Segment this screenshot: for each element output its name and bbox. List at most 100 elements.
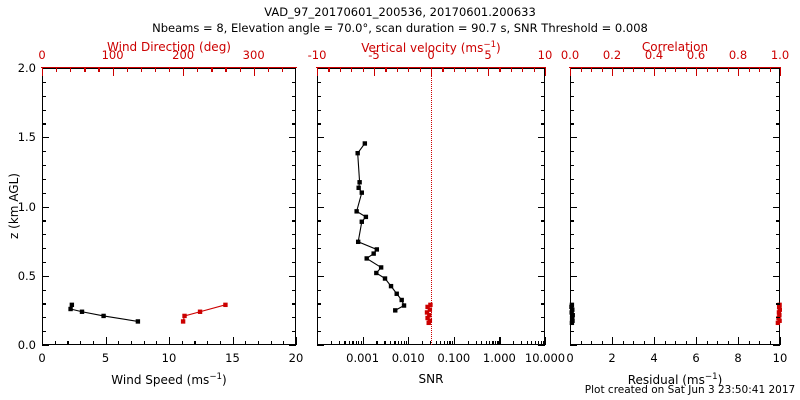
y-minor-tick — [42, 234, 46, 236]
data-point — [182, 313, 187, 319]
x-top-minor-tick — [211, 68, 213, 72]
y-minor-tick — [570, 95, 574, 97]
y-major-tick — [42, 206, 49, 208]
x-top-minor-tick — [453, 68, 455, 72]
y-minor-tick — [42, 220, 46, 222]
panel-snr — [315, 66, 547, 347]
x-minor-tick — [348, 341, 351, 345]
y-minor-tick — [776, 248, 780, 250]
x-major-tick — [296, 337, 298, 345]
y-major-tick — [289, 275, 296, 277]
x-minor-tick — [429, 341, 432, 345]
y-major-tick — [538, 275, 545, 277]
y-minor-tick — [292, 81, 296, 84]
x-top-minor-tick — [126, 68, 128, 72]
data-point — [357, 180, 362, 185]
x-minor-tick — [446, 341, 448, 345]
x-minor-tick — [406, 341, 408, 345]
y-minor-tick — [42, 123, 46, 125]
data-point — [101, 313, 106, 319]
x-major-tick — [612, 337, 614, 345]
series-snr — [354, 141, 407, 313]
x-top-minor-tick — [408, 68, 410, 72]
y-minor-tick — [42, 317, 46, 319]
x-top-minor-tick — [154, 68, 157, 72]
series-vertical-velocity — [424, 302, 433, 326]
x-top-minor-tick — [580, 68, 582, 72]
data-point — [371, 251, 376, 256]
data-point — [570, 307, 575, 312]
x-top-minor-tick — [591, 68, 593, 72]
y-minor-tick — [776, 303, 780, 305]
x-minor-tick — [360, 341, 362, 345]
x-top-tick-label: 0.6 — [686, 48, 706, 62]
x-minor-tick — [219, 341, 221, 345]
y-minor-tick — [317, 192, 321, 194]
y-minor-tick — [776, 331, 780, 333]
x-top-minor-tick — [675, 68, 677, 72]
x-top-minor-tick — [717, 68, 719, 72]
x-top-minor-tick — [328, 68, 330, 72]
y-minor-tick — [541, 178, 545, 180]
x-major-tick — [545, 337, 547, 345]
y-minor-tick — [42, 261, 46, 264]
x-minor-tick — [384, 341, 386, 345]
series-residual — [569, 302, 575, 326]
x-axis-tick-label: 20 — [288, 351, 304, 365]
y-minor-tick — [570, 164, 574, 167]
data-point — [777, 313, 782, 318]
panel-wind-xlabel: Wind Speed (ms−1) — [111, 372, 227, 387]
data-point — [364, 256, 369, 261]
y-major-tick — [773, 68, 780, 70]
y-minor-tick — [42, 95, 46, 97]
x-axis-tick-label: 15 — [225, 351, 240, 365]
data-point — [388, 283, 394, 289]
x-minor-tick — [513, 341, 515, 345]
x-minor-tick — [542, 341, 545, 345]
x-minor-tick — [580, 341, 582, 345]
y-minor-tick — [317, 95, 321, 97]
x-top-major-tick — [253, 68, 255, 76]
y-minor-tick — [317, 151, 321, 153]
y-minor-tick — [776, 234, 780, 236]
x-major-tick — [105, 337, 107, 345]
x-top-minor-tick — [664, 68, 666, 72]
y-major-tick — [317, 68, 324, 70]
x-top-minor-tick — [533, 68, 535, 72]
data-point — [424, 310, 430, 315]
x-major-tick — [738, 337, 740, 345]
data-point — [427, 313, 432, 318]
y-major-tick — [538, 137, 545, 139]
y-axis-tick-label: 0.5 — [17, 268, 36, 283]
y-minor-tick — [292, 178, 296, 180]
y-major-tick — [289, 68, 296, 70]
panel-wind-frame — [42, 68, 296, 345]
x-minor-tick — [537, 341, 540, 345]
y-minor-tick — [292, 109, 296, 111]
x-top-tick-label: 0.0 — [560, 48, 580, 62]
x-top-minor-tick — [140, 68, 142, 72]
x-top-major-tick — [780, 68, 782, 76]
x-axis-tick-label: 0.100 — [437, 351, 471, 365]
panel-wind-plot-area — [68, 302, 228, 324]
y-minor-tick — [317, 289, 321, 291]
x-minor-tick — [643, 341, 645, 345]
y-major-tick — [570, 137, 577, 139]
y-minor-tick — [776, 317, 780, 319]
y-minor-tick — [292, 261, 296, 264]
y-major-tick — [317, 345, 324, 347]
y-minor-tick — [292, 289, 296, 291]
data-point — [776, 310, 782, 315]
x-minor-tick — [492, 341, 494, 345]
x-minor-tick — [352, 341, 354, 345]
x-minor-tick — [67, 341, 69, 345]
data-point — [69, 302, 75, 308]
data-point — [775, 320, 781, 326]
x-top-tick-label: 200 — [172, 48, 195, 62]
y-minor-tick — [541, 261, 545, 264]
x-minor-tick — [727, 341, 729, 345]
y-minor-tick — [776, 289, 780, 291]
x-axis-tick-label: 8 — [734, 351, 742, 365]
y-major-tick — [570, 345, 577, 347]
y-minor-tick — [776, 261, 780, 264]
